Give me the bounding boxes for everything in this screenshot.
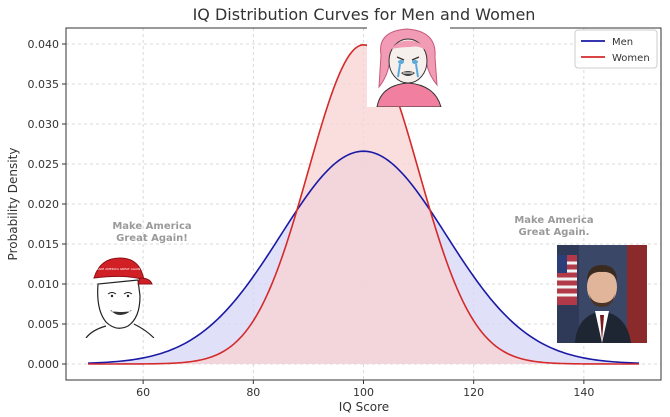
portrait-icon bbox=[557, 245, 647, 343]
series-layer bbox=[88, 43, 639, 365]
y-tick-label: 0.010 bbox=[28, 278, 60, 291]
y-axis-label: Probability Density bbox=[6, 148, 20, 261]
y-tick-label: 0.025 bbox=[28, 158, 60, 171]
y-tick-label: 0.030 bbox=[28, 118, 60, 131]
x-tick-label: 60 bbox=[136, 386, 150, 399]
left-caption: Make America Great Again! bbox=[92, 221, 212, 245]
legend-label-women: Women bbox=[612, 53, 650, 64]
series-line-men bbox=[88, 150, 639, 364]
left-caption-text: Make America Great Again! bbox=[112, 221, 192, 244]
wojak-maga-illustration: MAKE AMERICA GREAT AGAIN bbox=[80, 250, 160, 338]
right-caption-text: Make America Great Again. bbox=[514, 215, 594, 238]
maga-hat-text: MAKE AMERICA GREAT AGAIN bbox=[96, 267, 140, 271]
y-tick-label: 0.000 bbox=[28, 358, 60, 371]
y-tick-label: 0.015 bbox=[28, 238, 60, 251]
x-ticks: 60 80 100 120 140 bbox=[136, 380, 594, 399]
crying-girl-illustration bbox=[367, 25, 450, 107]
y-tick-label: 0.005 bbox=[28, 318, 60, 331]
legend-box bbox=[574, 29, 658, 69]
y-ticks: 0.000 0.005 0.010 0.015 0.020 0.025 0.030 0.035… bbox=[28, 38, 66, 371]
politician-portrait-photo bbox=[557, 245, 647, 343]
wojak-icon: MAKE AMERICA GREAT AGAIN bbox=[85, 257, 155, 338]
x-tick-label: 80 bbox=[246, 386, 260, 399]
series-fill-women bbox=[88, 44, 639, 365]
y-tick-label: 0.020 bbox=[28, 198, 60, 211]
legend-label-men: Men bbox=[612, 37, 633, 48]
crying-girl-icon bbox=[376, 28, 442, 107]
right-caption: Make America Great Again. bbox=[494, 215, 614, 239]
y-tick-label: 0.040 bbox=[28, 38, 60, 51]
series-line-women bbox=[88, 43, 639, 365]
y-tick-label: 0.035 bbox=[28, 78, 60, 91]
x-axis-label: IQ Score bbox=[339, 400, 389, 414]
chart-title: IQ Distribution Curves for Men and Women bbox=[193, 5, 536, 24]
x-tick-label: 100 bbox=[353, 386, 374, 399]
x-tick-label: 120 bbox=[463, 386, 484, 399]
legend: Men Women bbox=[574, 29, 658, 69]
x-tick-label: 140 bbox=[573, 386, 594, 399]
